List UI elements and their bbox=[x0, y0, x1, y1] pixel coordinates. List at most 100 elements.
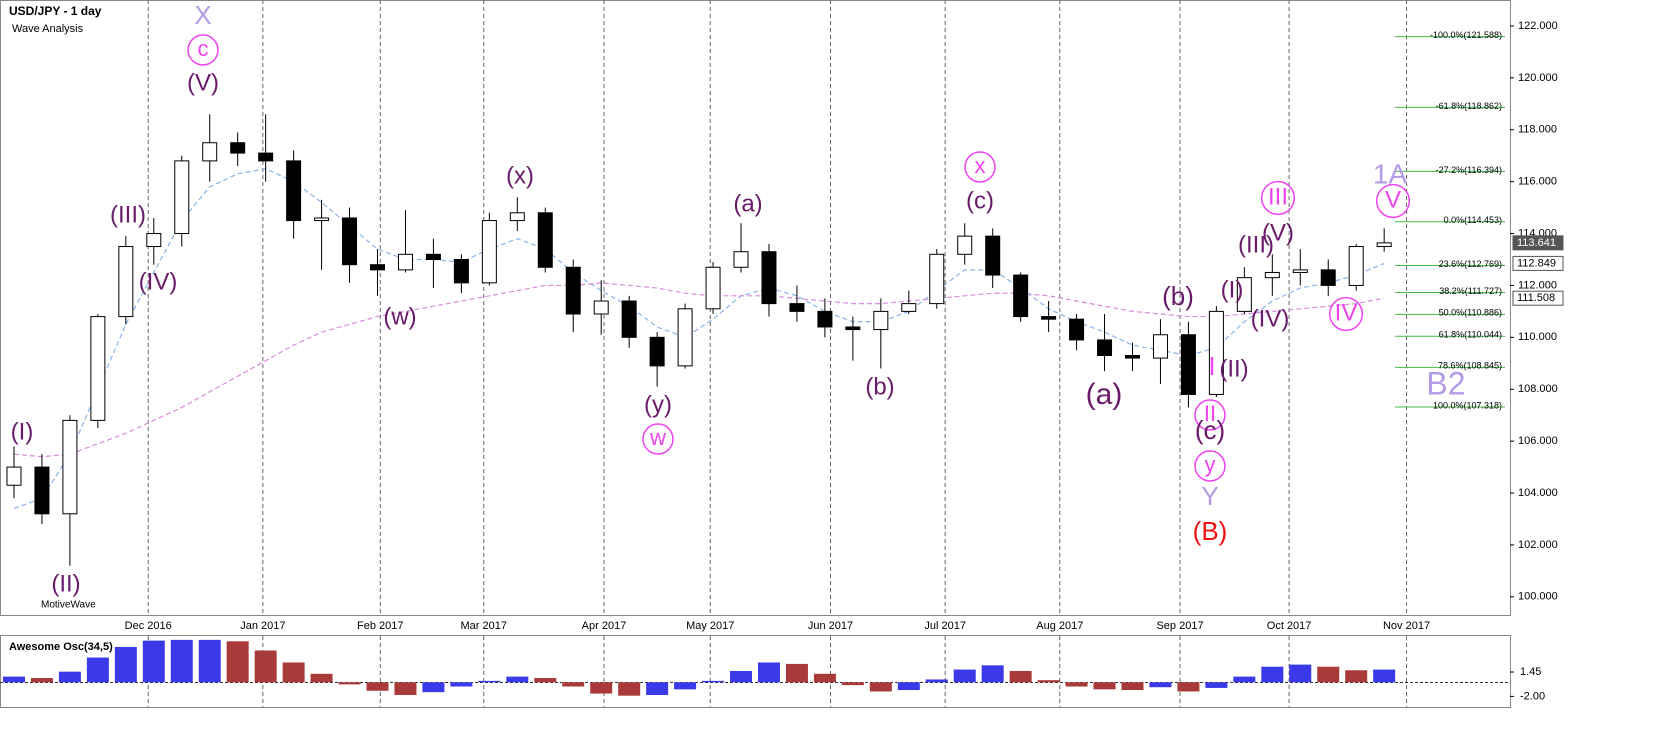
wave-circle bbox=[1194, 450, 1226, 482]
osc-bar bbox=[2, 676, 25, 683]
osc-bar bbox=[506, 676, 529, 683]
wave-circle bbox=[1328, 296, 1364, 332]
wave-label: (y) bbox=[644, 391, 672, 418]
fib-label: 38.2%(111.727) bbox=[1439, 286, 1502, 296]
osc-bar bbox=[953, 669, 976, 683]
osc-bar bbox=[86, 657, 109, 683]
osc-bar bbox=[925, 679, 948, 683]
osc-bar bbox=[450, 682, 473, 687]
candle-body bbox=[621, 300, 637, 338]
wave-label: X bbox=[194, 0, 211, 30]
osc-bar bbox=[841, 682, 864, 686]
osc-bar bbox=[1289, 664, 1312, 683]
candle-body bbox=[677, 308, 693, 367]
x-tick-label: Dec 2016 bbox=[125, 620, 172, 632]
wave-circle bbox=[642, 423, 674, 455]
fib-label: -100.0%(121.588) bbox=[1430, 30, 1502, 40]
osc-bar bbox=[310, 673, 333, 683]
y-tick-label: 100.000 bbox=[1518, 591, 1558, 603]
fib-label: -27.2%(116.394) bbox=[1436, 165, 1502, 175]
osc-bar bbox=[534, 678, 557, 683]
osc-bar bbox=[1093, 682, 1116, 690]
wave-label: (b) bbox=[1162, 281, 1194, 311]
osc-bar bbox=[170, 639, 193, 683]
wave-label: (a) bbox=[1086, 378, 1123, 411]
candle-body bbox=[537, 212, 553, 268]
wave-label: III bbox=[1268, 183, 1288, 210]
osc-bar bbox=[1261, 666, 1284, 683]
wave-label: w bbox=[649, 425, 666, 450]
x-tick-label: Mar 2017 bbox=[461, 620, 507, 632]
wave-label: II bbox=[1204, 401, 1216, 426]
price-label-box bbox=[1512, 290, 1564, 306]
osc-bar bbox=[757, 662, 780, 683]
osc-bar bbox=[562, 682, 585, 687]
x-tick-label: Oct 2017 bbox=[1267, 620, 1312, 632]
wave-label: (V) bbox=[1262, 219, 1294, 246]
x-tick-label: Jun 2017 bbox=[808, 620, 853, 632]
wave-label: c bbox=[198, 36, 209, 61]
price-label: 112.849 bbox=[1517, 257, 1556, 269]
fib-label: 100.0%(107.318) bbox=[1433, 400, 1502, 410]
osc-bar bbox=[254, 650, 277, 683]
candle-body bbox=[705, 266, 721, 310]
candle-body bbox=[453, 258, 469, 284]
osc-bar bbox=[338, 682, 361, 685]
candle-body bbox=[929, 253, 945, 305]
osc-bar bbox=[1205, 682, 1228, 688]
osc-bar bbox=[114, 646, 137, 683]
wave-label: (a) bbox=[733, 190, 762, 217]
chart-title: USD/JPY - 1 day bbox=[9, 4, 102, 18]
x-tick-label: Nov 2017 bbox=[1383, 620, 1430, 632]
wave-circle bbox=[1375, 183, 1411, 219]
wave-label: Y bbox=[1201, 481, 1218, 511]
candle-body bbox=[118, 246, 134, 318]
x-tick-label: Sep 2017 bbox=[1156, 620, 1203, 632]
candle-body bbox=[957, 235, 973, 255]
wave-label: (B) bbox=[1193, 516, 1228, 546]
candle-body bbox=[565, 266, 581, 315]
candle-body bbox=[901, 303, 917, 312]
candle-body bbox=[1152, 334, 1168, 359]
osc-panel bbox=[0, 635, 1511, 708]
candle-body bbox=[174, 160, 190, 235]
osc-tick-label: 1.45 bbox=[1520, 666, 1541, 678]
x-tick-label: Apr 2017 bbox=[582, 620, 627, 632]
candle-body bbox=[481, 220, 497, 284]
candle-body bbox=[1320, 269, 1336, 286]
price-panel bbox=[0, 0, 1511, 616]
x-tick-label: Jan 2017 bbox=[240, 620, 285, 632]
candle-body bbox=[6, 466, 22, 486]
candle-body bbox=[761, 251, 777, 305]
y-tick-label: 122.000 bbox=[1518, 20, 1558, 32]
candle-body bbox=[1069, 318, 1085, 341]
osc-bar bbox=[981, 665, 1004, 683]
fib-label: 0.0%(114.453) bbox=[1444, 215, 1502, 225]
candle-body bbox=[1348, 246, 1364, 286]
candle-body bbox=[649, 336, 665, 367]
wave-label: (I) bbox=[11, 418, 34, 445]
candle-body bbox=[1013, 274, 1029, 318]
candle-body bbox=[397, 253, 413, 271]
wave-label: (I) bbox=[1221, 276, 1244, 303]
osc-bar bbox=[590, 682, 613, 694]
wave-label: (c) bbox=[966, 187, 994, 214]
osc-bar bbox=[422, 682, 445, 693]
candle-body bbox=[90, 316, 106, 421]
osc-bar bbox=[30, 678, 53, 683]
osc-tick-label: -2.00 bbox=[1520, 690, 1545, 702]
fib-label: 78.6%(108.845) bbox=[1438, 361, 1502, 371]
osc-bar bbox=[1233, 676, 1256, 683]
osc-bar bbox=[58, 671, 81, 683]
wave-label: (V) bbox=[187, 69, 219, 96]
wave-label: (b) bbox=[865, 373, 894, 400]
osc-bar bbox=[282, 662, 305, 683]
fib-label: 50.0%(110.886) bbox=[1439, 308, 1502, 318]
price-label-box bbox=[1512, 255, 1564, 271]
osc-bar bbox=[478, 680, 501, 683]
candle-body bbox=[425, 253, 441, 260]
y-tick-label: 116.000 bbox=[1518, 176, 1557, 188]
osc-bar bbox=[1037, 680, 1060, 683]
